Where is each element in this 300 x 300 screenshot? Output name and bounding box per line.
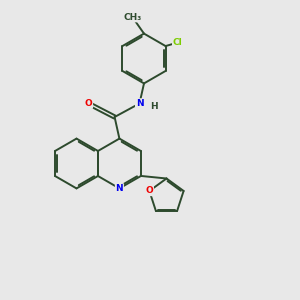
Text: Cl: Cl (173, 38, 182, 47)
Text: N: N (136, 99, 143, 108)
Text: H: H (150, 102, 158, 111)
Text: N: N (116, 184, 123, 193)
Text: CH₃: CH₃ (124, 13, 142, 22)
Text: O: O (85, 99, 92, 108)
Text: O: O (146, 186, 153, 195)
